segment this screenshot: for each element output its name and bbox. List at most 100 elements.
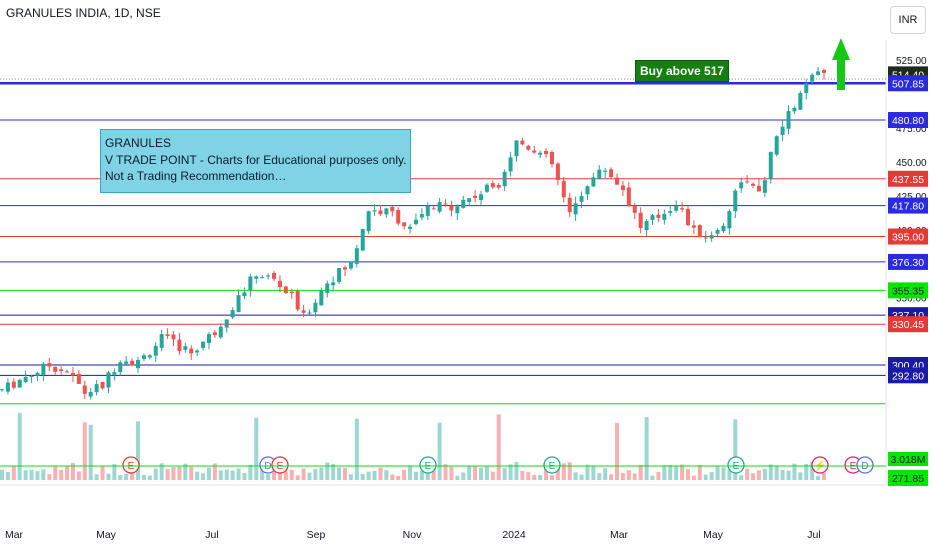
candle-body (366, 211, 371, 232)
candle-body (17, 379, 22, 388)
candle-body (816, 71, 821, 75)
volume-bar (59, 469, 64, 480)
volume-bar (620, 472, 625, 480)
candle-body (313, 302, 318, 313)
volume-bar (295, 475, 300, 480)
volume-bar (118, 475, 123, 480)
volume-bar (721, 467, 726, 480)
candle-body (413, 219, 418, 225)
volume-bar (5, 472, 10, 480)
candle-body (331, 282, 336, 286)
volume-bar (201, 473, 206, 480)
volume-bar (11, 466, 16, 480)
candle-body (201, 341, 206, 348)
x-tick-label: May (96, 529, 117, 541)
candle-body (354, 248, 359, 264)
candle-body (295, 290, 300, 310)
volume-bar (218, 470, 223, 480)
volume-bar (768, 464, 773, 480)
volume-bar (266, 474, 271, 480)
volume-bar (668, 464, 673, 480)
candle-body (124, 361, 129, 364)
volume-bar (585, 464, 590, 480)
price-label: 355.35 (892, 285, 924, 297)
candle-body (0, 389, 4, 391)
candle-body (626, 187, 631, 207)
y-tick-label: 525.00 (896, 56, 927, 67)
volume-bar (615, 422, 620, 480)
event-marker (811, 456, 829, 474)
x-tick-label: Nov (403, 529, 422, 541)
up-arrow-icon (832, 38, 850, 90)
price-label-bg (888, 470, 928, 486)
candle-body (443, 203, 448, 205)
volume-bar (177, 466, 182, 480)
price-label: 507.85 (892, 78, 924, 90)
candle-body (508, 157, 513, 172)
candle-body (372, 210, 377, 212)
volume-bar (313, 469, 318, 480)
volume-bar (319, 467, 324, 480)
volume-bar (224, 469, 229, 480)
candle-body (272, 272, 277, 279)
candle-body (544, 150, 549, 155)
y-tick-label: 425.00 (896, 192, 927, 203)
candle-body (721, 225, 726, 232)
volume-bar (254, 417, 259, 480)
volume-bar (141, 474, 146, 480)
volume-bar (650, 475, 655, 480)
x-tick-label: May (703, 529, 724, 541)
volume-bar (508, 464, 513, 480)
y-tick-label: 450.00 (896, 158, 927, 169)
volume-bar (490, 471, 495, 480)
note-line-3: Not a Trading Recommendation… (105, 169, 287, 183)
candle-body (112, 372, 117, 375)
currency-button[interactable]: INR (890, 6, 926, 34)
candle-body (236, 295, 241, 313)
candle-body (490, 183, 495, 188)
candle-body (171, 334, 176, 340)
volume-bar (680, 464, 685, 480)
volume-bar (272, 468, 277, 480)
symbol-title: GRANULES INDIA, 1D, NSE (6, 6, 161, 20)
x-tick-label: Jul (807, 529, 820, 541)
volume-bar (538, 474, 543, 480)
price-label: 480.80 (892, 115, 924, 127)
candle-body (615, 177, 620, 185)
candle-body (378, 210, 383, 215)
candle-body (402, 222, 407, 227)
candle-body (579, 195, 584, 202)
x-tick-label: Mar (5, 529, 24, 541)
candle-body (419, 214, 424, 218)
volume-bar (514, 462, 519, 480)
volume-bar (325, 462, 330, 480)
price-label-bg (888, 197, 928, 214)
candle-body (390, 206, 395, 212)
volume-bar (804, 464, 809, 480)
candle-body (360, 229, 365, 251)
candle-body (76, 373, 81, 384)
chart-note: GRANULES V TRADE POINT - Charts for Educ… (100, 129, 411, 193)
candle-body (396, 209, 401, 224)
volume-bar (171, 467, 176, 480)
candle-body (739, 182, 744, 189)
volume-bar (348, 474, 353, 480)
candle-body (709, 235, 714, 239)
volume-bar (189, 466, 194, 480)
candle-body (620, 185, 625, 191)
candle-body (177, 339, 182, 352)
price-label-bg (888, 112, 928, 129)
volume-bar (124, 473, 129, 480)
volume-bar (159, 463, 164, 480)
candle-body (70, 372, 75, 376)
volume-bar (762, 468, 767, 480)
volume-bar (35, 471, 40, 480)
candle-body (484, 184, 489, 192)
candle-body (532, 150, 537, 153)
candle-body (65, 371, 70, 373)
candle-body (780, 126, 785, 135)
candle-body (289, 291, 294, 294)
candle-body (609, 169, 614, 178)
price-label: 395.00 (892, 232, 924, 244)
